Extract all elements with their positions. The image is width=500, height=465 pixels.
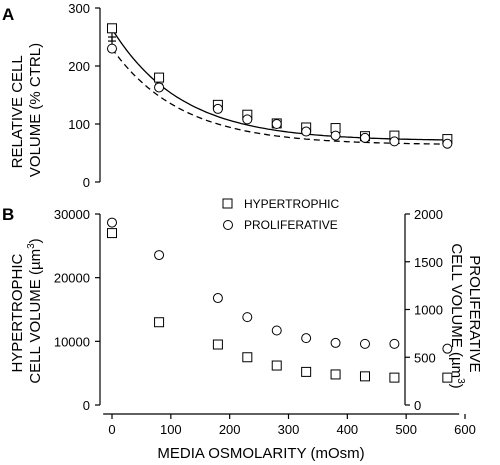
- panel-a-point-circle: [107, 43, 117, 54]
- panel-b-point-hypertrophic: [154, 317, 165, 328]
- panel-b-x-tick-label: 500: [395, 422, 417, 437]
- panel-b-point-hypertrophic: [359, 371, 370, 382]
- panel-b-point-hypertrophic: [330, 369, 341, 380]
- panel-b-y-tick-label-right: 1000: [414, 303, 443, 318]
- panel-b-ylabel-right: PROLIFERATIVE CELL VOLUME (µm3): [448, 243, 483, 388]
- panel-b-x-tick-label: 600: [454, 422, 476, 437]
- panel-b-xlabel: MEDIA OSMOLARITY (mOsm): [157, 445, 364, 462]
- panel-a-plot: 0 100 200 300: [68, 1, 453, 190]
- panel-a-ylabel-line-2: VOLUME (% CTRL): [27, 43, 44, 177]
- panel-b-ylabel-right-unit: CELL VOLUME (µm: [448, 243, 465, 378]
- panel-a-point-circle: [359, 132, 370, 143]
- panel-b-ylabel-left-exp: 3: [26, 243, 37, 249]
- panel-a-fit-dashed: [111, 48, 448, 145]
- panel-b-y-tick-label-left: 30000: [54, 207, 90, 222]
- panel-b-y-tick-label-right: 500: [414, 350, 436, 365]
- panel-b-y-tick-label-left: 10000: [54, 334, 90, 349]
- panel-b-y-tick-label-left: 20000: [54, 271, 90, 286]
- panel-b-y-tick-label-right: 0: [414, 398, 421, 413]
- panel-b-point-hypertrophic: [389, 372, 400, 383]
- panel-b-point-proliferative: [107, 217, 117, 228]
- panel-a-point-circle: [330, 130, 341, 141]
- panel-a-point-circle: [242, 114, 253, 125]
- panel-b-point-proliferative: [212, 293, 223, 304]
- legend: HYPERTROPHIC PROLIFERATIVE: [222, 197, 339, 232]
- panel-b-point-hypertrophic: [301, 366, 312, 377]
- panel-b-ylabel-left-line-1: HYPERTROPHIC: [9, 253, 26, 372]
- panel-b-point-hypertrophic: [271, 360, 282, 371]
- panel-a-ylabel-line-1: RELATIVE CELL: [9, 56, 26, 169]
- panel-b-label: B: [2, 205, 14, 224]
- panel-b-x-tick-label: 200: [219, 422, 241, 437]
- panel-a-point-square: [154, 72, 165, 83]
- panel-b-ylabel-left-line-2: CELL VOLUME (µm3): [26, 238, 44, 383]
- panel-b-ylabel-right-line-2: CELL VOLUME (µm3): [448, 243, 466, 388]
- panel-b-point-proliferative: [389, 338, 400, 349]
- panel-b-point-proliferative: [442, 343, 453, 354]
- panel-b-point-proliferative: [330, 337, 341, 348]
- panel-b-ylabel-right-line-1: PROLIFERATIVE: [466, 255, 483, 372]
- panel-a-ylabel: RELATIVE CELL VOLUME (% CTRL): [9, 43, 44, 177]
- legend-hypertrophic-marker: [222, 198, 233, 209]
- panel-a-point-circle: [212, 103, 223, 114]
- panel-b-x-tick-label: 400: [336, 422, 358, 437]
- panel-a-y-tick-label: 300: [68, 1, 90, 16]
- panel-a-y-tick-label: 100: [68, 117, 90, 132]
- panel-a-point-circle: [389, 136, 400, 147]
- panel-b-x-tick-label: 0: [108, 422, 115, 437]
- legend-hypertrophic-label: HYPERTROPHIC: [244, 197, 339, 211]
- panel-b-ylabel-left: HYPERTROPHIC CELL VOLUME (µm3): [9, 238, 44, 383]
- panel-b-x-tick-label: 300: [278, 422, 300, 437]
- panel-b-y-tick-label-right: 2000: [414, 207, 443, 222]
- panel-a-y-tick-label: 200: [68, 59, 90, 74]
- panel-a-point-circle: [154, 82, 165, 93]
- panel-b-x-tick-label: 100: [160, 422, 182, 437]
- panel-a-y-tick-label: 0: [83, 175, 90, 190]
- panel-b-y-tick-label-left: 0: [83, 398, 90, 413]
- panel-b-point-proliferative: [271, 325, 282, 336]
- panel-a-point-circle: [271, 119, 282, 129]
- panel-b-point-proliferative: [242, 312, 253, 323]
- panel-b-point-hypertrophic: [212, 339, 223, 350]
- panel-b-point-hypertrophic: [242, 352, 253, 363]
- panel-b-ylabel-right-exp: 3: [455, 378, 466, 384]
- panel-a-point-square: [107, 23, 117, 34]
- legend-proliferative-marker: [223, 220, 233, 230]
- panel-b-point-hypertrophic: [107, 228, 117, 239]
- panel-b-point-proliferative: [154, 250, 165, 261]
- panel-b-ylabel-left-close: ): [27, 238, 44, 243]
- panel-a-point-circle: [442, 138, 453, 149]
- panel-b-point-proliferative: [301, 333, 312, 344]
- panel-b-y-tick-label-right: 1500: [414, 255, 443, 270]
- panel-b-ylabel-right-close: ): [448, 384, 465, 389]
- panel-b-point-proliferative: [359, 338, 370, 349]
- legend-proliferative-label: PROLIFERATIVE: [244, 218, 338, 232]
- panel-a-point-circle: [301, 126, 312, 137]
- panel-b-point-hypertrophic: [442, 372, 453, 383]
- panel-b-ylabel-left-unit: CELL VOLUME (µm: [27, 249, 44, 384]
- panel-a-label: A: [2, 5, 14, 24]
